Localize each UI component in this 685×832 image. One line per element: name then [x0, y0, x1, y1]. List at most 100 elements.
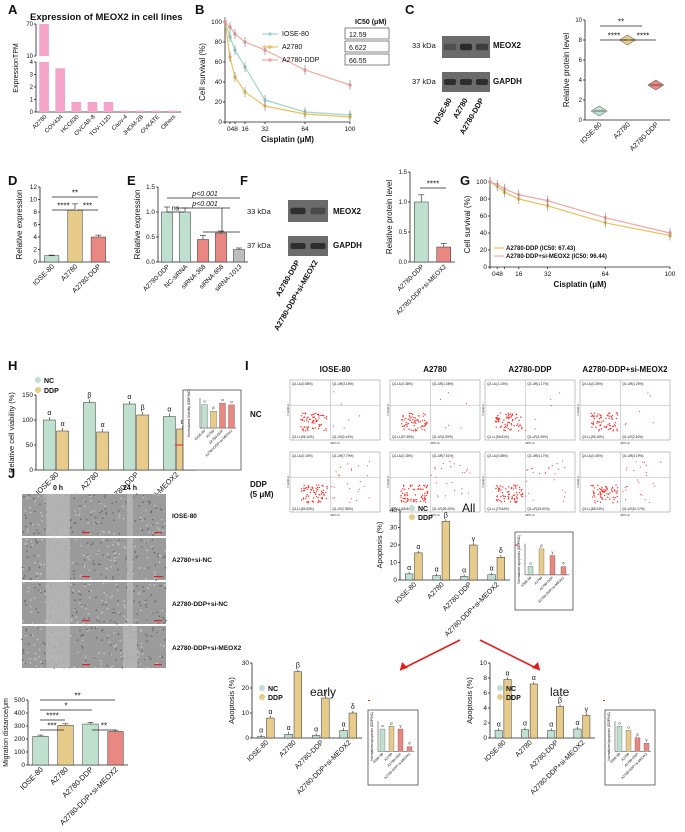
panel-c-plot-y-label: Relative protein level [562, 33, 571, 107]
panel-i-event-dot [616, 430, 618, 432]
panel-i-event-dot [346, 483, 348, 485]
panel-i-event-dot [442, 462, 444, 465]
panel-j-cell-texture [119, 639, 122, 642]
panel-j-cell-texture [135, 493, 138, 496]
panel-i-event-dot [340, 403, 342, 405]
panel-i-event-dot [418, 484, 421, 487]
panel-j-cell-texture [99, 502, 101, 505]
panel-j-cell-texture [29, 507, 32, 509]
panel-j-micrograph [93, 538, 167, 581]
panel-i-event-dot [307, 416, 309, 418]
panel-i-early-bar [293, 671, 302, 739]
panel-j-cell-texture [96, 616, 99, 619]
panel-i-all-bar [405, 573, 414, 581]
panel-i-event-dot [518, 486, 521, 489]
panel-i-quadrant-label: Q1-UL(0.58%) [292, 382, 313, 386]
panel-i-event-dot [612, 425, 615, 428]
panel-i-event-dot [512, 418, 514, 421]
panel-c-plot-y-tick-label: 4 [579, 78, 583, 84]
panel-i-event-dot [547, 468, 550, 470]
panel-i-event-dot [507, 495, 509, 498]
panel-i-event-dot [317, 497, 319, 499]
panel-i-event-dot [496, 495, 499, 497]
panel-i-x-axis-label: APC-A [525, 513, 534, 517]
panel-j-cell-texture [38, 561, 41, 564]
panel-i-early-bar [312, 735, 321, 739]
panel-i-event-dot [500, 495, 502, 498]
panel-d-y-tick-label: 2 [33, 247, 37, 254]
panel-j-cell-texture [88, 583, 91, 586]
panel-i-scatter-frame [389, 451, 481, 513]
panel-i-event-dot [418, 488, 420, 490]
panel-j-cell-texture [153, 584, 156, 586]
panel-i-event-dot [413, 499, 415, 501]
panel-letter-E: E [127, 173, 136, 188]
panel-j-cell-texture [78, 507, 81, 510]
panel-j-cell-texture [113, 533, 116, 535]
panel-j-cell-texture [70, 619, 73, 622]
panel-i-all-bar [487, 574, 496, 581]
panel-i-event-dot [318, 417, 320, 419]
panel-j-cell-texture [75, 611, 78, 614]
panel-i-event-dot [638, 410, 641, 413]
panel-i-event-dot [544, 471, 547, 473]
panel-i-event-dot [593, 487, 596, 489]
panel-i-x-axis-label: APC-A [430, 441, 439, 445]
panel-j-cell-texture [32, 497, 35, 500]
panel-j-y-tick-label: 0 [21, 762, 25, 769]
panel-j-sig-label: * [64, 702, 67, 711]
panel-j-cell-texture [105, 603, 107, 606]
panel-j-cell-texture [25, 517, 28, 519]
panel-j-cell-texture [109, 619, 112, 622]
panel-i-event-dot [593, 494, 595, 497]
panel-j-cell-texture [163, 639, 166, 641]
panel-j-cell-texture [112, 519, 115, 522]
panel-i-event-dot [596, 420, 599, 423]
panel-j-cell-texture [25, 538, 28, 541]
panel-i-event-dot [550, 398, 552, 401]
panel-i-event-dot [532, 499, 534, 501]
panel-f-band2-size: 37 kDa [247, 241, 272, 250]
panel-e-y-label: Relative expression [133, 190, 142, 260]
panel-e-bar [215, 232, 227, 263]
panel-b-x-tick-label: 32 [261, 126, 269, 133]
panel-i-event-dot [436, 495, 438, 497]
panel-j-cell-texture [39, 503, 41, 506]
panel-j-cell-texture [35, 657, 37, 660]
panel-j-cell-texture [116, 542, 119, 545]
panel-j-cell-texture [101, 517, 104, 520]
panel-j-scale-bar [154, 664, 162, 666]
panel-j-cell-texture [115, 562, 117, 564]
panel-i-event-dot [603, 425, 606, 428]
panel-j-cell-texture [136, 621, 139, 624]
panel-i-event-dot [325, 429, 327, 432]
panel-j-cell-texture [141, 649, 144, 652]
panel-j-cell-texture [160, 518, 163, 521]
panel-i-event-dot [516, 500, 518, 503]
panel-i-event-dot [507, 415, 509, 417]
panel-j-cell-texture [82, 554, 85, 557]
panel-g-x-label: Cisplatin (μM) [554, 280, 607, 289]
panel-i-event-dot [402, 497, 404, 500]
panel-f-band1-name: MEOX2 [333, 207, 362, 216]
panel-i-event-dot [495, 426, 497, 428]
panel-i-quadrant-label: Q1-UR(1.25%) [622, 382, 643, 386]
panel-j-cell-texture [94, 627, 97, 630]
panel-i-event-dot [500, 485, 502, 487]
panel-i-event-dot [520, 490, 523, 492]
panel-j-cell-texture [87, 590, 90, 593]
panel-j-cell-texture [85, 518, 88, 521]
panel-j-cell-texture [162, 618, 165, 621]
panel-i-event-dot [322, 414, 325, 417]
panel-i-event-dot [350, 498, 352, 500]
panel-i-scatter-points [300, 391, 361, 432]
panel-i-quadrant-label: Q1-UR(3.18%) [332, 382, 353, 386]
panel-i-event-dot [613, 489, 616, 491]
panel-g-y-tick-label: 40 [480, 230, 488, 237]
panel-i-event-dot [400, 496, 402, 498]
panel-i-event-dot [424, 429, 426, 431]
panel-a-y-tick-label: 2 [30, 85, 34, 91]
panel-i-event-dot [409, 485, 412, 488]
panel-i-event-dot [496, 416, 499, 419]
panel-i-event-dot [495, 487, 497, 490]
